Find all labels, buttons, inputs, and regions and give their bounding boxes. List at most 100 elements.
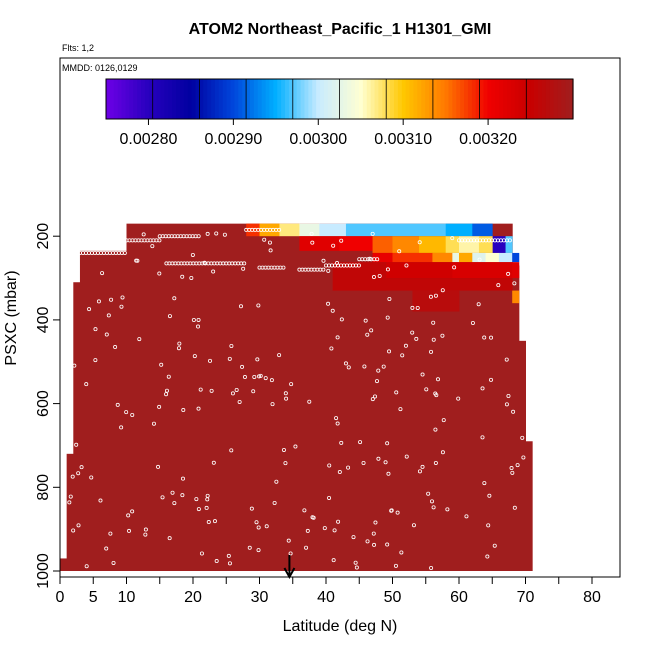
sample-point [309,231,314,236]
sample-point [89,475,94,480]
colorbar-segment [160,79,165,119]
sample-point [122,250,127,255]
colorbar-segment [440,79,446,119]
sample-point [515,463,520,468]
sample-point [164,392,169,397]
colorbar-segment [320,79,325,119]
colorbar-segment [187,79,193,119]
y-tick-label: 800 [35,474,52,501]
sample-point [124,410,129,415]
colorbar-segment [553,79,559,119]
sample-point [310,240,315,245]
y-axis-label: PSXC (mbar) [3,270,20,365]
sample-point [150,244,155,249]
colorbar-segment [203,79,208,119]
colorbar-segment [183,79,189,119]
sample-point [424,387,429,392]
colorbar-segment [238,79,243,119]
sample-point [222,232,227,237]
colorbar-segment [362,79,368,119]
sample-point [177,341,182,346]
y-axis: 200 400 600 800 1000 [35,223,60,589]
sample-point [370,231,375,236]
sample-point [93,358,98,363]
sample-point [387,297,392,302]
colorbar-segment [530,79,535,119]
sample-point [180,274,185,279]
x-tick-label: 70 [517,589,535,606]
y-tick-label: 1000 [35,553,52,589]
data-cell [512,252,520,263]
sample-point [331,243,336,248]
data-cell [392,252,433,263]
sample-point [414,336,419,341]
x-tick-label: 20 [184,589,202,606]
colorbar-segment [129,79,134,119]
sample-point [339,238,344,243]
colorbar-segment [300,79,306,119]
colorbar-segment [464,79,469,119]
sample-point [482,335,487,340]
sample-point [71,528,76,533]
sample-point [404,263,409,268]
sample-point [485,554,490,559]
sample-point [199,551,204,556]
sample-point [157,404,162,409]
sample-point [251,389,256,394]
colorbar-segment [156,79,162,119]
sample-point [403,343,408,348]
sample-point [376,456,381,461]
colorbar-segment [211,79,216,119]
sample-point [417,240,422,245]
sample-point [130,413,135,418]
colorbar-segment [191,79,197,119]
colorbar-segment [479,79,485,119]
colorbar-ticks: 0.00280 0.00290 0.00300 0.00310 0.00320 [120,119,517,148]
sample-point [104,332,109,337]
colorbar-segment [273,79,278,119]
sample-point [283,461,288,466]
colorbar-segment [195,79,200,119]
sample-point [433,427,438,432]
colorbar-segment [207,79,212,119]
y-tick-label: 400 [35,306,52,333]
colorbar-segment [471,79,477,119]
data-cell [246,223,260,237]
colorbar-segment [327,79,333,119]
sample-point [433,460,438,465]
colorbar-segment [429,79,434,119]
colorbar-segment [343,79,348,119]
sample-point [202,260,207,265]
sample-point [214,559,219,564]
data-cell [79,250,127,571]
sample-point [507,238,512,243]
plot-frame [59,57,621,578]
sample-point [420,372,425,377]
colorbar-segment [261,79,267,119]
sample-point [84,382,89,387]
sample-point [211,460,216,465]
sample-point [160,495,165,500]
sample-point [274,479,279,484]
colorbar-segment [125,79,130,119]
sample-point [212,519,217,524]
colorbar-segment [386,79,391,119]
sample-point [330,308,335,313]
sample-point [429,565,434,570]
colorbar-segment [409,79,415,119]
sample-point [399,550,404,555]
sample-point [205,497,210,502]
sample-point [398,407,403,412]
colorbar-segment [444,79,450,119]
sample-point [172,296,177,301]
colorbar-segment [109,79,115,119]
sample-point [356,263,361,268]
sample-point [489,377,494,382]
sample-point [385,315,390,320]
sample-point [440,450,445,455]
sample-point [180,476,185,481]
sample-point [417,469,422,474]
sample-point [504,402,509,407]
sample-point [237,399,242,404]
